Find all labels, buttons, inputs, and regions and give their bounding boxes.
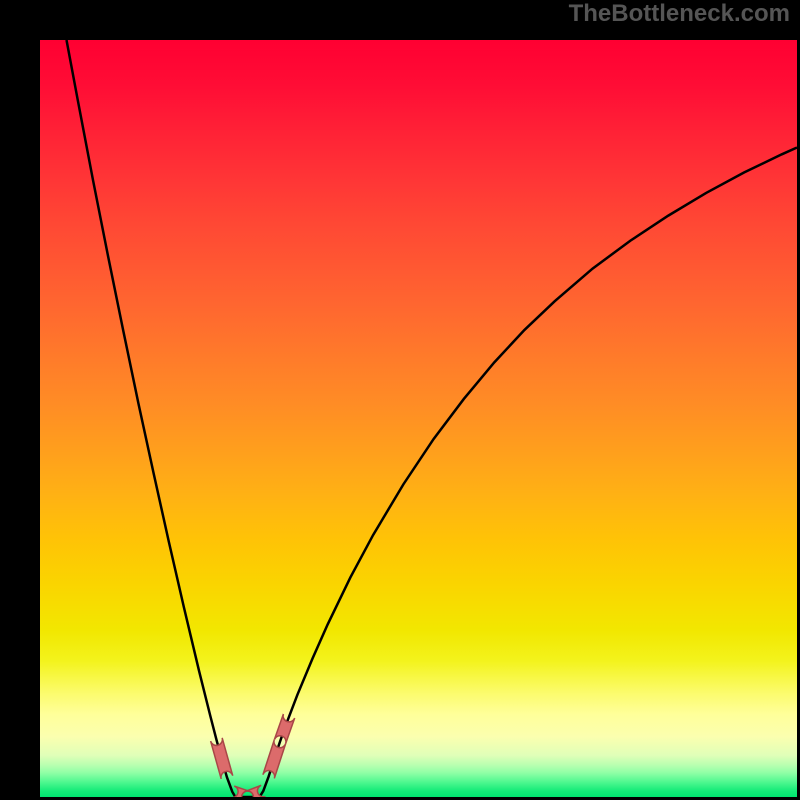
chart-plot-area bbox=[40, 40, 797, 797]
chart-frame: TheBottleneck.com bbox=[0, 0, 800, 800]
chart-canvas bbox=[40, 40, 797, 797]
watermark-text: TheBottleneck.com bbox=[569, 0, 790, 28]
chart-background bbox=[40, 40, 797, 797]
